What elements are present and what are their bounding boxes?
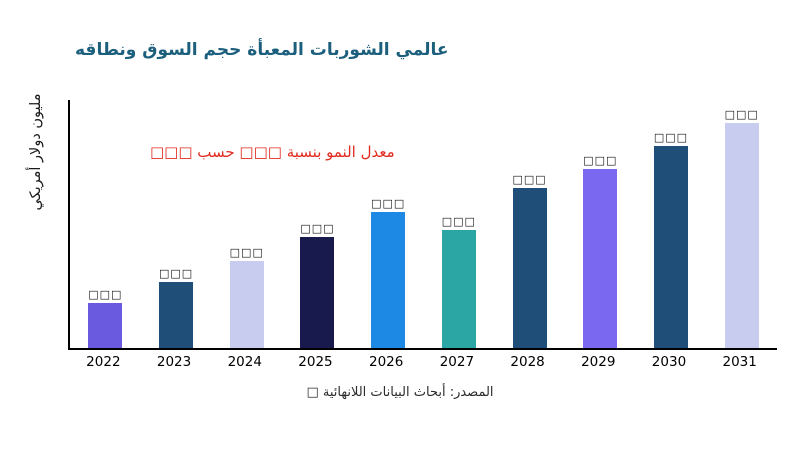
bar-2026 — [371, 212, 406, 348]
bar-value-label: □□□ — [88, 288, 123, 302]
bar-value-label: □□□ — [441, 214, 476, 228]
x-tick-2026: 2026 — [368, 354, 404, 370]
x-tick-2029: 2029 — [581, 354, 616, 370]
x-tick-2024: 2024 — [227, 354, 262, 370]
bar-value-label: □□□ — [300, 221, 335, 235]
bar-2028 — [512, 188, 547, 348]
bar-2029 — [583, 169, 618, 348]
bar-value-label: □□□ — [512, 173, 547, 187]
x-tick-2022: 2022 — [86, 354, 121, 370]
bar-2030 — [653, 145, 688, 348]
bar-2031 — [724, 122, 759, 348]
bar-2025 — [300, 236, 335, 348]
bar-value-label: □□□ — [229, 245, 264, 259]
bar-value-label: □□□ — [653, 130, 689, 144]
bar-value-label: □□□ — [724, 107, 759, 121]
bar-column-2031: □□□ — [706, 100, 777, 348]
y-axis-label: مليون دولار أمريكي — [28, 93, 44, 211]
bar-value-label: □□□ — [583, 154, 618, 168]
bar-column-2026: □□□ — [353, 100, 424, 348]
x-tick-2030: 2030 — [651, 354, 687, 370]
bar-2022 — [88, 303, 123, 348]
x-tick-2031: 2031 — [722, 354, 757, 370]
bar-column-2024: □□□ — [211, 100, 282, 348]
bar-2027 — [441, 229, 476, 348]
bar-2024 — [229, 260, 264, 348]
plot-area: □□□ □□□ □□□ □□□ □□□ □□□ □□□ □□□ □□□ □□□ — [68, 100, 777, 350]
bar-value-label: □□□ — [371, 197, 406, 211]
bar-column-2030: □□□ — [636, 100, 707, 348]
bar-column-2025: □□□ — [282, 100, 353, 348]
bar-column-2028: □□□ — [494, 100, 565, 348]
x-axis-tick-labels: 2022 2023 2024 2025 2026 2027 2028 2029 2030 2031 — [68, 354, 775, 370]
bar-value-label: □□□ — [158, 266, 194, 280]
bar-column-2023: □□□ — [141, 100, 212, 348]
bar-column-2022: □□□ — [70, 100, 141, 348]
bar-column-2027: □□□ — [424, 100, 495, 348]
growth-rate-annotation: معدل النمو بنسبة □□□ حسب □□□ — [150, 143, 395, 161]
x-tick-2028: 2028 — [510, 354, 545, 370]
x-tick-2025: 2025 — [298, 354, 333, 370]
x-tick-2023: 2023 — [156, 354, 192, 370]
x-tick-2027: 2027 — [439, 354, 475, 370]
chart-title: عالمي الشوربات المعبأة حجم السوق ونطاقه — [75, 40, 449, 60]
bar-column-2029: □□□ — [565, 100, 636, 348]
bar-2023 — [159, 281, 194, 348]
source-caption: المصدر: أبحاث البيانات اللانهائية □ — [306, 385, 494, 400]
